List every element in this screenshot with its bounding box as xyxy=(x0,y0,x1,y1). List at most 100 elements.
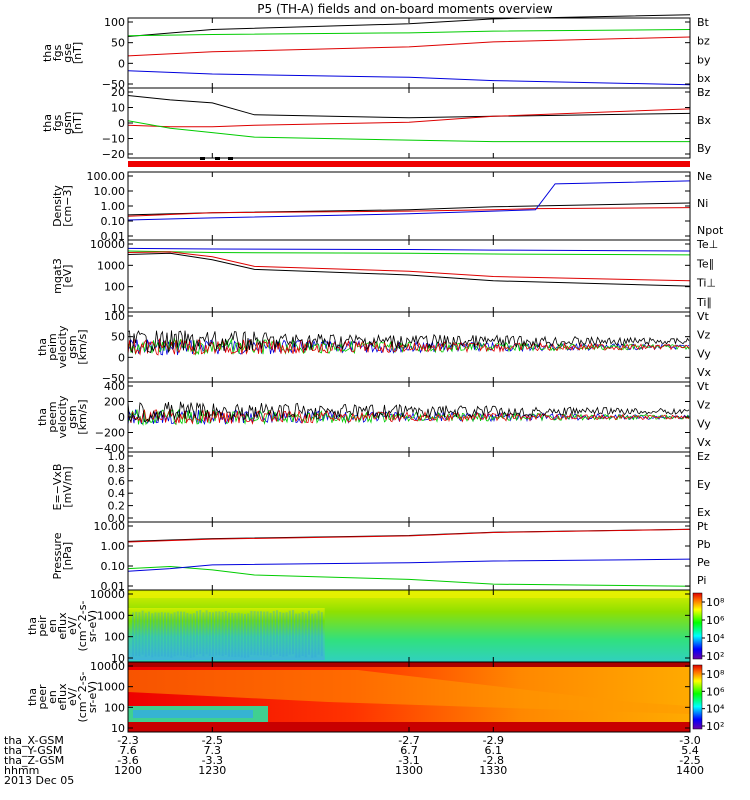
heatmap-streak xyxy=(208,612,211,657)
y-tick-label: −20 xyxy=(102,148,125,161)
y-axis-label: eV/ xyxy=(66,617,79,635)
panel-efield: 1.00.80.60.40.20.0 E=−VxB[mV/m] Ez Ey Ex xyxy=(51,450,711,525)
y-tick-label: 0 xyxy=(118,411,125,424)
heatmap-streak xyxy=(314,613,317,658)
x-axis-value: -3.1 xyxy=(398,754,419,767)
y-axis-label: (cm^2-s- xyxy=(76,601,89,652)
colorbar-label: 10⁶ xyxy=(706,614,725,627)
x-axis-value: -2.7 xyxy=(398,734,419,747)
y-tick-label: −50 xyxy=(102,372,125,385)
y-tick-label: 0 xyxy=(118,351,125,364)
series-line xyxy=(127,337,690,356)
y-axis-label: sr-eV) xyxy=(86,610,99,642)
legend-label: Te⊥ xyxy=(696,238,718,251)
y-axis-label: (cm^2-s- xyxy=(76,672,89,723)
heatmap-streak xyxy=(295,613,298,658)
heatmap-streak xyxy=(183,611,186,656)
x-axis-value: -3.3 xyxy=(202,754,223,767)
heatmap-streak xyxy=(288,610,291,655)
y-axis-label: mqat3 xyxy=(51,258,64,294)
y-tick-label: 10.00 xyxy=(94,185,126,198)
heatmap-streak xyxy=(151,613,154,658)
heatmap-streak xyxy=(138,612,141,657)
heatmap-streak xyxy=(218,611,221,656)
heatmap-streak xyxy=(192,613,195,658)
panel-pressure: 10.00 1.00 0.10 0.01 Pressure[nPa] Pt Pb Pe Pi xyxy=(51,520,711,593)
x-axis-value: 6.1 xyxy=(485,744,503,757)
x-axis-value: -2.8 xyxy=(483,754,504,767)
x-axis-value: 1200 xyxy=(114,764,142,777)
y-axis-label: gse xyxy=(61,43,74,63)
legend-label: by xyxy=(697,53,711,66)
y-tick-label: −50 xyxy=(102,78,125,91)
y-axis-label: gsm xyxy=(61,111,74,134)
series-line xyxy=(127,70,691,86)
panel-peir: 10⁸ 10⁶ 10⁴ 10² 10000 1000 100 10 thapeireneflux… xyxy=(26,588,725,665)
legend-label: Vx xyxy=(697,366,712,379)
heatmap-streak xyxy=(176,611,179,656)
y-axis-label: peem xyxy=(46,401,59,432)
series-line xyxy=(127,207,691,217)
heatmap-streak xyxy=(202,612,205,657)
y-tick-label: 0.0 xyxy=(108,512,126,525)
legend-label: Vz xyxy=(697,399,711,412)
y-tick-label: 50 xyxy=(111,331,125,344)
panel-peer: 10⁸ 10⁶ 10⁴ 10² 10000 1000 100 10 thapeereneflux… xyxy=(26,660,725,735)
y-tick-label: 100.00 xyxy=(87,170,126,183)
heatmap-streak xyxy=(311,613,314,658)
y-tick-label: −400 xyxy=(95,442,125,455)
heatmap-streak xyxy=(205,610,208,655)
y-tick-label: 100 xyxy=(104,310,125,323)
legend-label: Ti∥ xyxy=(696,296,712,309)
y-axis-label: fgs xyxy=(51,44,64,61)
x-axis-value: 1400 xyxy=(676,764,704,777)
legend-label: Pt xyxy=(697,520,709,533)
x-axis-row-label: tha_Z-GSM xyxy=(4,754,64,767)
y-tick-label: 0.01 xyxy=(101,230,126,243)
heatmap-streak xyxy=(132,612,134,657)
y-tick-label: 20 xyxy=(111,86,125,99)
heatmap-streak xyxy=(253,611,256,656)
colorbar xyxy=(692,592,703,660)
heatmap-streak xyxy=(148,611,150,656)
x-axis-value: -3.0 xyxy=(679,734,700,747)
colorbar-label: 10⁴ xyxy=(706,632,725,645)
y-tick-label: 1.00 xyxy=(101,540,126,553)
series-line xyxy=(127,120,690,143)
heatmap-streak xyxy=(135,611,138,656)
legend-label: Vz xyxy=(697,329,711,342)
y-axis-label: E=−VxB xyxy=(51,464,64,511)
panel-frame xyxy=(127,87,691,159)
heatmap-streak xyxy=(247,613,250,658)
y-axis-label: eflux xyxy=(56,612,69,640)
y-tick-label: 1000 xyxy=(97,681,125,694)
legend-label: Vx xyxy=(697,436,712,449)
colorbar-label: 10⁸ xyxy=(706,668,725,681)
x-axis-value: 1330 xyxy=(479,764,507,777)
x-axis-value: 7.6 xyxy=(119,744,137,757)
heatmap-streak xyxy=(212,612,214,657)
heatmap-streak xyxy=(173,612,176,657)
legend-label: By xyxy=(697,142,712,155)
heatmap-streak xyxy=(282,612,285,657)
colorbar-label: 10² xyxy=(706,650,724,663)
y-axis-label: [km/s] xyxy=(76,329,89,364)
y-axis-label: sr-eV) xyxy=(86,681,99,713)
y-tick-label: 10 xyxy=(111,652,125,665)
y-axis-label: Density xyxy=(51,185,64,227)
series-line xyxy=(127,558,691,572)
heatmap-region xyxy=(128,608,325,660)
heatmap-streak xyxy=(154,612,157,657)
x-axis-value: -2.5 xyxy=(679,754,700,767)
legend-label: Te∥ xyxy=(696,257,714,270)
heatmap-region xyxy=(128,670,690,714)
y-axis-label: peir xyxy=(36,615,49,637)
x-axis-value: 1300 xyxy=(395,764,423,777)
y-tick-label: 10 xyxy=(111,722,125,735)
heatmap-streak xyxy=(231,612,234,657)
legend-label: Ex xyxy=(697,506,711,519)
y-axis-label: peim xyxy=(46,333,59,361)
heatmap-streak xyxy=(237,612,240,657)
